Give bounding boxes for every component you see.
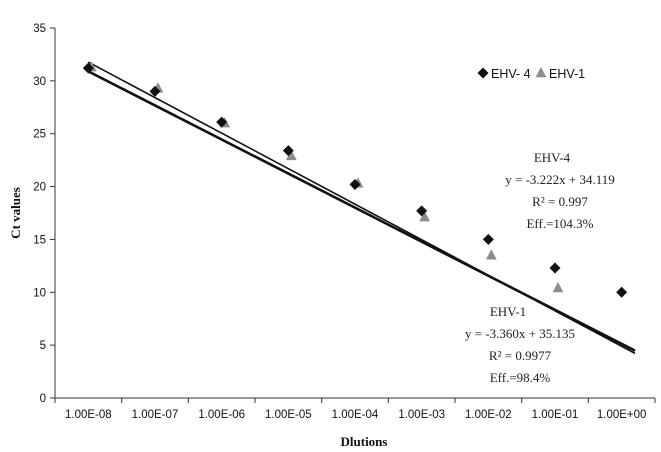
x-tick-label: 1.00E+00 [597, 409, 647, 421]
annotations: EHV-4 y = -3.222x + 34.119 R² = 0.997 Eff.=… [465, 150, 615, 385]
x-tick-label: 1.00E-06 [198, 409, 245, 421]
x-tick-label: 1.00E-08 [65, 409, 112, 421]
x-tick-label: 1.00E-07 [132, 409, 179, 421]
y-tick-label: 15 [33, 234, 46, 246]
trendline-ehv1 [87, 61, 636, 355]
legend-label-ehv1: EHV-1 [549, 67, 585, 81]
data-point-ehv4 [149, 85, 161, 97]
y-tick-label: 20 [33, 182, 46, 194]
y-axis-ticks: 0 5 10 15 20 25 30 35 [33, 23, 55, 405]
y-tick-label: 25 [33, 129, 46, 141]
annotation-line: y = -3.360x + 35.135 [465, 326, 575, 341]
trendlines [87, 61, 636, 355]
data-points [82, 61, 628, 298]
annotation-ehv4: EHV-4 y = -3.222x + 34.119 R² = 0.997 Eff.=… [505, 150, 615, 231]
annotation-line: Eff.=98.4% [490, 370, 551, 385]
data-point-ehv1 [285, 149, 297, 161]
annotation-line: R² = 0.997 [532, 194, 588, 209]
data-point-ehv1 [552, 282, 564, 293]
annotation-line: Eff.=104.3% [526, 216, 593, 231]
y-tick-label: 5 [40, 340, 46, 352]
x-tick-label: 1.00E-05 [265, 409, 312, 421]
y-tick-label: 30 [33, 76, 46, 88]
annotation-line: R² = 0.9977 [489, 348, 552, 363]
annotation-title: EHV-4 [534, 150, 571, 165]
legend-label-ehv4: EHV- 4 [491, 67, 531, 81]
x-axis-title: Dlutions [341, 434, 388, 449]
y-axis-title: Ct values [8, 187, 23, 239]
y-tick-label: 10 [33, 287, 46, 299]
data-point-ehv4 [82, 62, 94, 74]
axes [54, 28, 655, 399]
data-point-ehv4 [349, 178, 361, 190]
data-point-ehv1 [419, 211, 431, 222]
legend: EHV- 4 EHV-1 [477, 67, 585, 81]
x-axis-ticks: 1.00E-08 1.00E-07 1.00E-06 1.00E-05 1.00E-04… [54, 398, 656, 421]
annotation-line: y = -3.222x + 34.119 [505, 172, 615, 187]
data-point-ehv4 [482, 233, 494, 245]
data-point-ehv4 [616, 286, 628, 298]
x-tick-label: 1.00E-04 [332, 409, 379, 421]
y-tick-label: 35 [33, 23, 46, 35]
data-point-ehv1 [485, 249, 497, 260]
data-point-ehv4 [549, 262, 561, 274]
data-point-ehv4 [282, 145, 294, 157]
annotation-ehv1: EHV-1 y = -3.360x + 35.135 R² = 0.9977 Eff.… [465, 304, 575, 385]
x-tick-label: 1.00E-02 [465, 409, 512, 421]
annotation-title: EHV-1 [490, 304, 526, 319]
x-tick-label: 1.00E-03 [398, 409, 445, 421]
data-point-ehv4 [416, 205, 428, 217]
data-point-ehv4 [216, 116, 228, 128]
x-tick-label: 1.00E-01 [532, 409, 579, 421]
y-tick-label: 0 [40, 393, 46, 405]
legend-marker-ehv4 [477, 67, 489, 79]
legend-marker-ehv1 [535, 67, 547, 78]
